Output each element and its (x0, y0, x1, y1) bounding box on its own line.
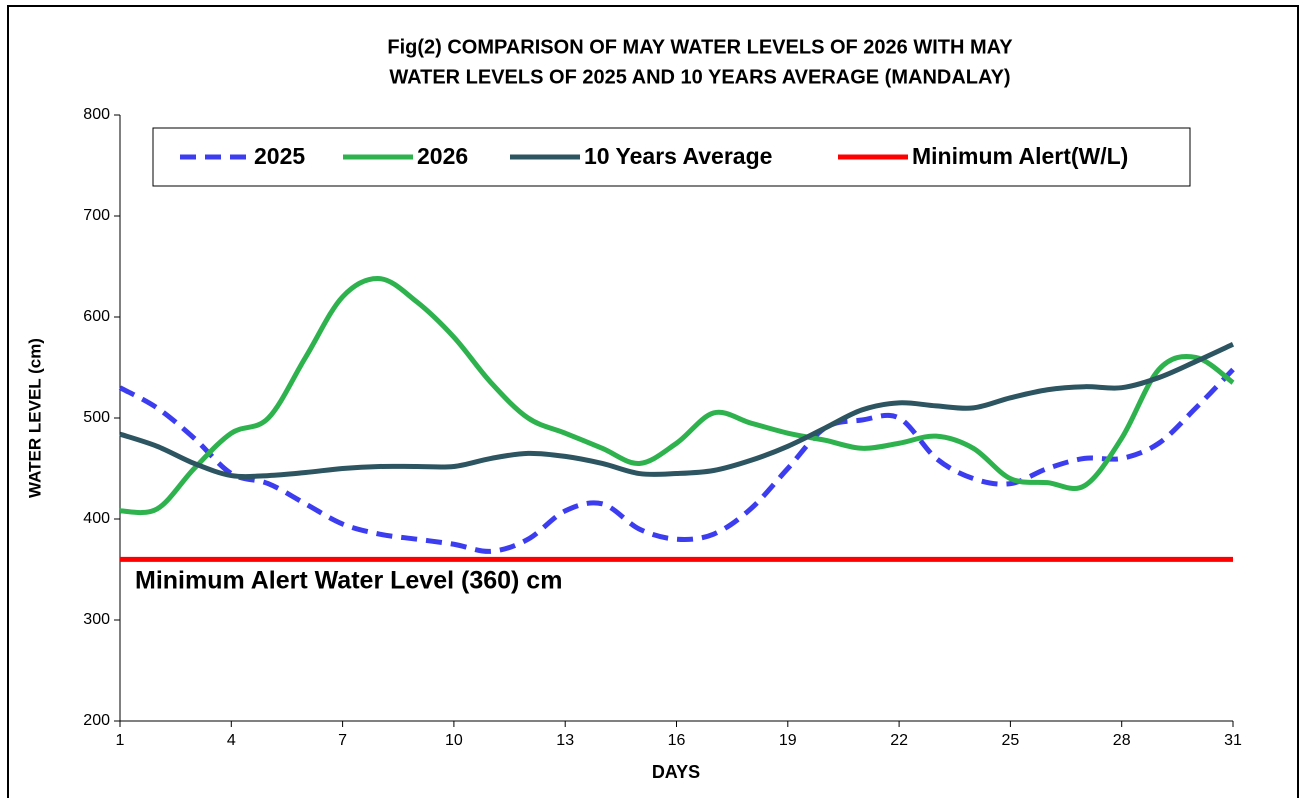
x-axis-label: DAYS (652, 762, 700, 782)
y-tick-label: 800 (83, 106, 110, 123)
x-tick-label: 31 (1224, 732, 1242, 749)
chart-title: Fig(2) COMPARISON OF MAY WATER LEVELS OF… (387, 36, 1013, 58)
legend-label: 2025 (254, 143, 305, 169)
y-tick-label: 400 (83, 510, 110, 527)
x-tick-label: 28 (1113, 732, 1131, 749)
y-tick-label: 200 (83, 712, 110, 729)
y-axis-label: WATER LEVEL (cm) (25, 338, 44, 498)
x-tick-label: 10 (445, 732, 463, 749)
x-tick-label: 16 (668, 732, 686, 749)
series-line (119, 342, 1235, 480)
chart-title: WATER LEVELS OF 2025 AND 10 YEARS AVERAG… (389, 66, 1010, 88)
frame (7, 5, 1299, 803)
y-tick-label: 600 (83, 308, 110, 325)
legend-label: Minimum Alert(W/L) (912, 143, 1128, 169)
series-line (119, 276, 1235, 516)
x-tick-label: 19 (779, 732, 797, 749)
annotation: Minimum Alert Water Level (360) cm (135, 567, 562, 595)
y-tick-label: 700 (83, 207, 110, 224)
x-tick-label: 13 (556, 732, 574, 749)
x-tick-label: 22 (890, 732, 908, 749)
legend-label: 2026 (417, 143, 468, 169)
x-tick-label: 7 (338, 732, 347, 749)
legend-label: 10 Years Average (584, 143, 772, 169)
x-tick-label: 25 (1002, 732, 1020, 749)
x-tick-label: 1 (116, 732, 125, 749)
x-tick-label: 4 (227, 732, 236, 749)
legend-box (152, 127, 1191, 187)
y-tick-label: 500 (83, 409, 110, 426)
y-tick-label: 300 (83, 611, 110, 628)
